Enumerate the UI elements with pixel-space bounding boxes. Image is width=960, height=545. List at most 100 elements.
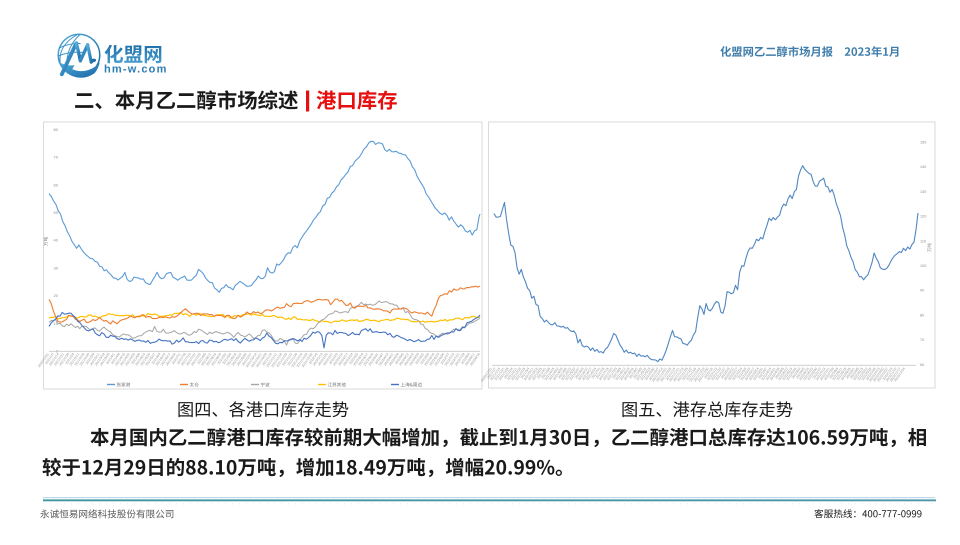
svg-text:2021/1/28: 2021/1/28 [498,367,510,381]
svg-text:2022/3/17: 2022/3/17 [744,367,756,381]
svg-text:2022/3/10: 2022/3/10 [740,367,752,381]
svg-text:60: 60 [920,363,924,367]
svg-text:2021/3/4: 2021/3/4 [520,367,531,380]
svg-text:2021/1/7: 2021/1/7 [44,352,55,365]
svg-text:2022/5/26: 2022/5/26 [786,367,798,381]
svg-text:2022/6/30: 2022/6/30 [807,367,819,381]
svg-text:2022/4/14: 2022/4/14 [378,352,390,366]
svg-text:2021/6/10: 2021/6/10 [155,352,167,366]
svg-text:2021/4/8: 2021/4/8 [110,352,121,365]
svg-text:80: 80 [920,313,924,317]
svg-text:2021/8/12: 2021/8/12 [200,352,212,366]
svg-text:2022/6/16: 2022/6/16 [798,367,810,381]
svg-text:2021/7/22: 2021/7/22 [602,367,614,381]
svg-text:2022/8/18: 2022/8/18 [836,367,848,381]
svg-text:50: 50 [54,210,59,215]
svg-text:2021/7/29: 2021/7/29 [606,367,618,381]
svg-text:2022/3/10: 2022/3/10 [353,352,365,366]
svg-text:2022/4/28: 2022/4/28 [769,367,781,381]
svg-text:2022/7/21: 2022/7/21 [449,352,461,366]
svg-text:2022/5/12: 2022/5/12 [398,352,410,366]
svg-text:2022/6/2: 2022/6/2 [414,352,425,365]
svg-text:2022/9/8: 2022/9/8 [849,367,860,380]
svg-text:2021/7/1: 2021/7/1 [591,367,602,380]
svg-text:2022/2/24: 2022/2/24 [342,352,354,366]
svg-text:2022/3/17: 2022/3/17 [358,352,370,366]
svg-text:2022/7/14: 2022/7/14 [815,367,827,381]
svg-text:2021/11/4: 2021/11/4 [261,352,273,366]
svg-text:2022/3/24: 2022/3/24 [748,367,760,381]
svg-text:110: 110 [920,239,926,243]
svg-text:30: 30 [54,265,59,270]
svg-text:2022/8/4: 2022/8/4 [828,367,839,380]
svg-text:2021/3/25: 2021/3/25 [531,367,543,381]
svg-text:2022/2/17: 2022/2/17 [337,352,349,366]
svg-text:2021/6/24: 2021/6/24 [585,367,597,381]
svg-text:2021/9/30: 2021/9/30 [644,367,656,381]
svg-text:2021/8/5: 2021/8/5 [611,367,622,380]
svg-text:2021/6/3: 2021/6/3 [574,367,585,380]
svg-text:2022/4/7: 2022/4/7 [374,352,385,365]
svg-text:2022/9/1: 2022/9/1 [845,367,856,380]
svg-text:2022/10/6: 2022/10/6 [865,367,877,381]
svg-text:2021/3/18: 2021/3/18 [94,352,106,366]
svg-text:2021/12/9: 2021/12/9 [287,352,299,366]
svg-text:2022/7/7: 2022/7/7 [440,352,451,365]
svg-text:2022/4/21: 2022/4/21 [765,367,777,381]
svg-text:2022/3/24: 2022/3/24 [363,352,375,366]
svg-text:130: 130 [920,190,926,194]
svg-text:2021/5/6: 2021/5/6 [557,367,568,380]
svg-text:2021/1/21: 2021/1/21 [53,352,65,366]
svg-text:2021/8/19: 2021/8/19 [619,367,631,381]
svg-text:2022/5/5: 2022/5/5 [394,352,405,365]
svg-text:2021/2/4: 2021/2/4 [503,367,514,380]
svg-text:2021/9/2: 2021/9/2 [628,367,639,380]
svg-text:2022/6/9: 2022/6/9 [795,367,806,380]
svg-text:2022/7/21: 2022/7/21 [819,367,831,381]
svg-text:2021/3/25: 2021/3/25 [99,352,111,366]
svg-text:2021/4/29: 2021/4/29 [124,352,136,366]
svg-text:2021/5/20: 2021/5/20 [140,352,152,366]
svg-text:2022/8/18: 2022/8/18 [469,352,481,366]
svg-text:2022/7/7: 2022/7/7 [812,367,823,380]
svg-text:2022/5/19: 2022/5/19 [782,367,794,381]
svg-text:10: 10 [54,321,59,326]
svg-text:2021/1/14: 2021/1/14 [489,367,501,381]
svg-text:2022/6/16: 2022/6/16 [424,352,436,366]
svg-text:2022/6/9: 2022/6/9 [419,352,430,365]
svg-text:2021/2/11: 2021/2/11 [506,367,518,381]
svg-text:2021/9/30: 2021/9/30 [236,352,248,366]
svg-text:2021/10/7: 2021/10/7 [241,352,253,366]
svg-text:2021/4/15: 2021/4/15 [544,367,556,381]
svg-text:2022/6/2: 2022/6/2 [791,367,802,380]
svg-text:2021/1/28: 2021/1/28 [58,352,70,366]
svg-text:2021/6/17: 2021/6/17 [581,367,593,381]
svg-text:2021/7/1: 2021/7/1 [171,352,182,365]
svg-text:2021/10/7: 2021/10/7 [648,367,660,381]
svg-text:2021/4/22: 2021/4/22 [119,352,131,366]
svg-text:2022/8/4: 2022/8/4 [460,352,471,365]
svg-text:2021/11/4: 2021/11/4 [665,367,677,381]
svg-text:2022/1/27: 2022/1/27 [715,367,727,381]
svg-text:80: 80 [54,127,59,132]
svg-text:2021/2/4: 2021/2/4 [65,352,76,365]
svg-text:2021/3/18: 2021/3/18 [527,367,539,381]
svg-text:2021/5/27: 2021/5/27 [569,367,581,381]
svg-text:2021/9/2: 2021/9/2 [217,352,228,365]
svg-text:2021/5/6: 2021/5/6 [130,352,141,365]
svg-text:2022/9/29: 2022/9/29 [861,367,873,381]
svg-text:2022/1/27: 2022/1/27 [322,352,334,366]
svg-text:2021/4/29: 2021/4/29 [552,367,564,381]
svg-text:2022/5/26: 2022/5/26 [408,352,420,366]
svg-text:2022/6/23: 2022/6/23 [802,367,814,381]
svg-text:120: 120 [920,215,926,219]
svg-text:2021/5/13: 2021/5/13 [134,352,146,366]
svg-text:2021/12/2: 2021/12/2 [282,352,294,366]
svg-text:2021/1/7: 2021/1/7 [486,367,497,380]
svg-text:2021/9/23: 2021/9/23 [231,352,243,366]
svg-text:70: 70 [920,338,924,342]
svg-text:2022/4/7: 2022/4/7 [757,367,768,380]
svg-text:2022/7/28: 2022/7/28 [823,367,835,381]
svg-text:2021/4/15: 2021/4/15 [114,352,126,366]
svg-text:2022/2/17: 2022/2/17 [727,367,739,381]
